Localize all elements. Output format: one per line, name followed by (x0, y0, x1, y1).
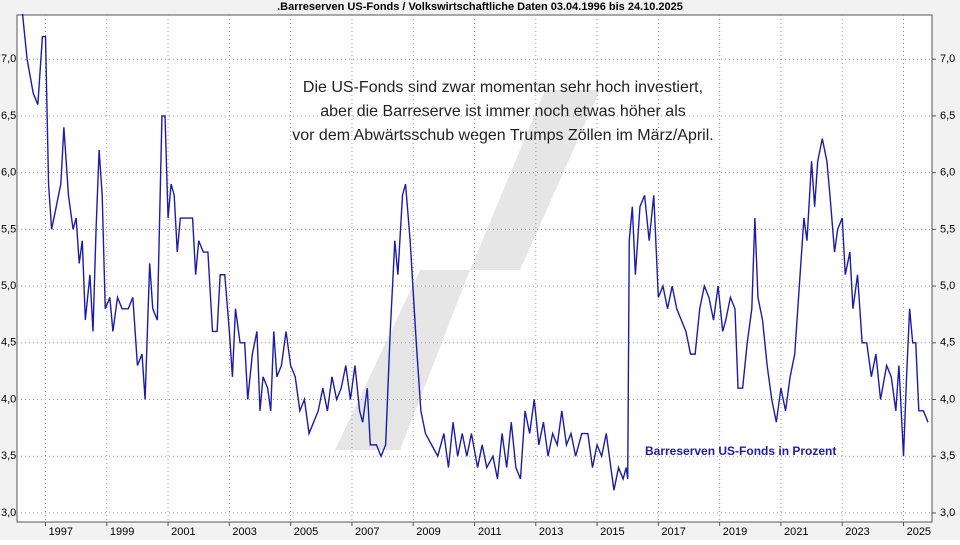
y2-tick-label: 5,5 (940, 223, 955, 235)
x-tick-label: 2001 (171, 526, 195, 538)
y2-tick-label: 3,0 (940, 507, 955, 519)
x-tick-label: 2023 (845, 526, 869, 538)
x-tick-label: 2019 (723, 526, 747, 538)
annotation: vor dem Abwärtsschub wegen Trumps Zöllen… (292, 127, 713, 144)
y2-tick-label: 4,5 (940, 337, 955, 349)
x-tick-label: 2007 (355, 526, 379, 538)
x-tick-label: 2009 (416, 526, 440, 538)
y2-tick-label: 4,0 (940, 393, 955, 405)
y2-tick-label: 7,0 (940, 53, 955, 65)
y-tick-label: 4,5 (1, 337, 16, 349)
watermark (335, 90, 600, 450)
legend-label: Barreserven US-Fonds in Prozent (645, 444, 836, 458)
data-line (21, 13, 929, 491)
x-tick-label: 1997 (49, 526, 73, 538)
y2-tick-label: 5,0 (940, 280, 955, 292)
y2-tick-label: 6,5 (940, 110, 955, 122)
x-tick-label: 2025 (907, 526, 931, 538)
x-tick-label: 2013 (539, 526, 563, 538)
y-tick-label: 6,5 (1, 110, 16, 122)
y-tick-label: 6,0 (1, 167, 16, 179)
annotation: Die US-Fonds sind zwar momentan sehr hoc… (303, 79, 703, 96)
x-tick-label: 2017 (661, 526, 685, 538)
y-tick-label: 5,0 (1, 280, 16, 292)
y-tick-label: 3,5 (1, 450, 16, 462)
annotation: aber die Barreserve ist immer noch etwas… (320, 103, 686, 120)
y-tick-label: 7,0 (1, 53, 16, 65)
y-tick-label: 3,0 (1, 507, 16, 519)
chart-title: .Barreserven US-Fonds / Volkswirtschaftl… (277, 1, 683, 13)
y2-tick-label: 3,5 (940, 450, 955, 462)
x-tick-label: 2005 (294, 526, 318, 538)
y-tick-label: 4,0 (1, 393, 16, 405)
y-tick-label: 5,5 (1, 223, 16, 235)
y2-tick-label: 6,0 (940, 167, 955, 179)
x-tick-label: 2015 (600, 526, 624, 538)
x-tick-label: 2011 (478, 526, 502, 538)
x-tick-label: 1999 (110, 526, 134, 538)
x-tick-label: 2003 (232, 526, 256, 538)
x-tick-label: 2021 (784, 526, 808, 538)
